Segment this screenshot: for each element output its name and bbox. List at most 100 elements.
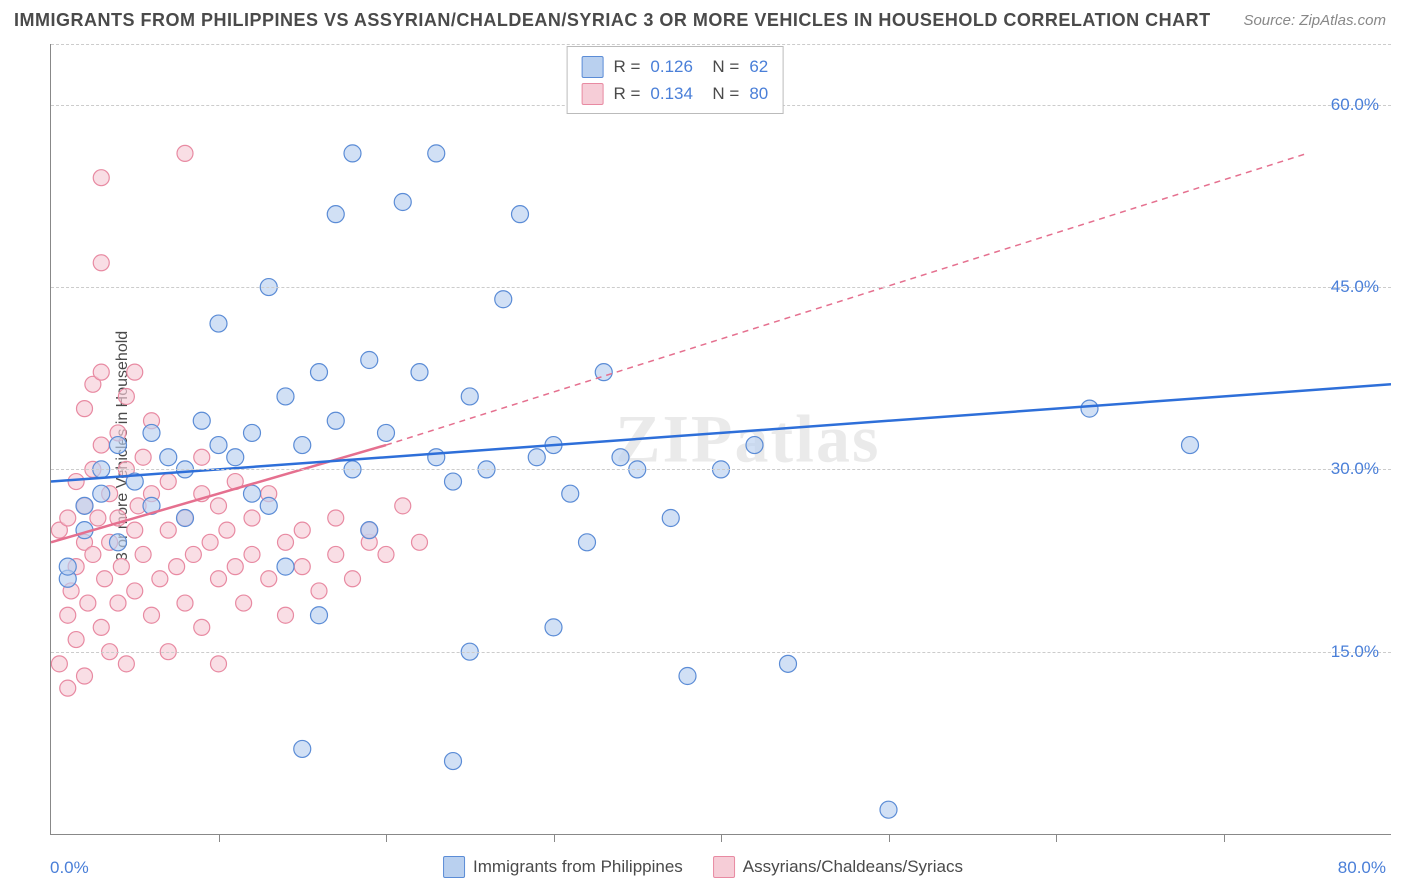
scatter-point (428, 145, 445, 162)
scatter-point (210, 315, 227, 332)
swatch-pink-icon (581, 83, 603, 105)
scatter-point (77, 401, 93, 417)
scatter-point (344, 145, 361, 162)
bottom-legend: Immigrants from Philippines Assyrians/Ch… (443, 856, 963, 878)
scatter-point (361, 352, 378, 369)
scatter-point (445, 473, 462, 490)
x-tick (1224, 834, 1225, 842)
scatter-point (244, 510, 260, 526)
scatter-point (93, 619, 109, 635)
scatter-point (1182, 437, 1199, 454)
scatter-point (311, 607, 328, 624)
scatter-point (60, 680, 76, 696)
scatter-point (90, 510, 106, 526)
swatch-blue-icon (443, 856, 465, 878)
scatter-point (177, 595, 193, 611)
corr-n-label: N = (703, 53, 739, 80)
chart-title: IMMIGRANTS FROM PHILIPPINES VS ASSYRIAN/… (14, 10, 1211, 31)
corr-r-pink: 0.134 (650, 80, 693, 107)
scatter-point (93, 364, 109, 380)
correlation-legend: R = 0.126 N = 62 R = 0.134 N = 80 (566, 46, 783, 114)
scatter-point (143, 424, 160, 441)
corr-n-label: N = (703, 80, 739, 107)
chart-svg (51, 44, 1391, 834)
scatter-point (68, 474, 84, 490)
scatter-point (244, 424, 261, 441)
scatter-point (160, 474, 176, 490)
scatter-point (127, 583, 143, 599)
scatter-point (227, 449, 244, 466)
scatter-point (412, 534, 428, 550)
scatter-point (60, 510, 76, 526)
scatter-point (562, 485, 579, 502)
scatter-point (411, 364, 428, 381)
x-tick (889, 834, 890, 842)
scatter-point (110, 534, 127, 551)
gridline (51, 652, 1391, 653)
scatter-point (59, 558, 76, 575)
scatter-point (327, 412, 344, 429)
scatter-point (202, 534, 218, 550)
scatter-point (185, 546, 201, 562)
scatter-point (194, 449, 210, 465)
plot-area: ZIPatlas 15.0%30.0%45.0%60.0% (50, 44, 1391, 835)
corr-r-blue: 0.126 (650, 53, 693, 80)
scatter-point (118, 656, 134, 672)
scatter-point (160, 449, 177, 466)
scatter-point (545, 619, 562, 636)
scatter-point (328, 546, 344, 562)
scatter-point (428, 449, 445, 466)
scatter-point (1081, 400, 1098, 417)
scatter-point (219, 522, 235, 538)
scatter-point (118, 388, 134, 404)
y-tick-label: 45.0% (1331, 277, 1379, 297)
scatter-point (345, 571, 361, 587)
corr-r-label: R = (613, 80, 640, 107)
scatter-point (261, 571, 277, 587)
scatter-point (311, 364, 328, 381)
scatter-point (244, 485, 261, 502)
scatter-point (110, 595, 126, 611)
scatter-point (780, 655, 797, 672)
scatter-point (746, 437, 763, 454)
scatter-point (169, 559, 185, 575)
scatter-point (93, 170, 109, 186)
scatter-point (294, 740, 311, 757)
scatter-point (193, 412, 210, 429)
scatter-point (194, 619, 210, 635)
scatter-point (93, 437, 109, 453)
scatter-point (127, 364, 143, 380)
swatch-blue-icon (581, 56, 603, 78)
scatter-point (445, 753, 462, 770)
legend-label-pink: Assyrians/Chaldeans/Syriacs (743, 857, 963, 877)
gridline (51, 287, 1391, 288)
scatter-point (244, 546, 260, 562)
source-label: Source: ZipAtlas.com (1243, 12, 1386, 29)
legend-item-blue: Immigrants from Philippines (443, 856, 683, 878)
scatter-point (211, 498, 227, 514)
x-tick (386, 834, 387, 842)
scatter-point (579, 534, 596, 551)
scatter-point (97, 571, 113, 587)
scatter-point (127, 522, 143, 538)
swatch-pink-icon (713, 856, 735, 878)
scatter-point (662, 510, 679, 527)
scatter-point (461, 388, 478, 405)
x-tick (219, 834, 220, 842)
x-tick (721, 834, 722, 842)
scatter-point (378, 424, 395, 441)
scatter-point (135, 546, 151, 562)
corr-n-blue: 62 (749, 53, 768, 80)
scatter-point (51, 656, 67, 672)
scatter-point (294, 559, 310, 575)
x-tick (1056, 834, 1057, 842)
scatter-point (277, 558, 294, 575)
corr-r-label: R = (613, 53, 640, 80)
scatter-point (152, 571, 168, 587)
scatter-point (144, 607, 160, 623)
scatter-point (612, 449, 629, 466)
scatter-point (528, 449, 545, 466)
scatter-point (113, 559, 129, 575)
scatter-point (85, 546, 101, 562)
scatter-point (211, 656, 227, 672)
